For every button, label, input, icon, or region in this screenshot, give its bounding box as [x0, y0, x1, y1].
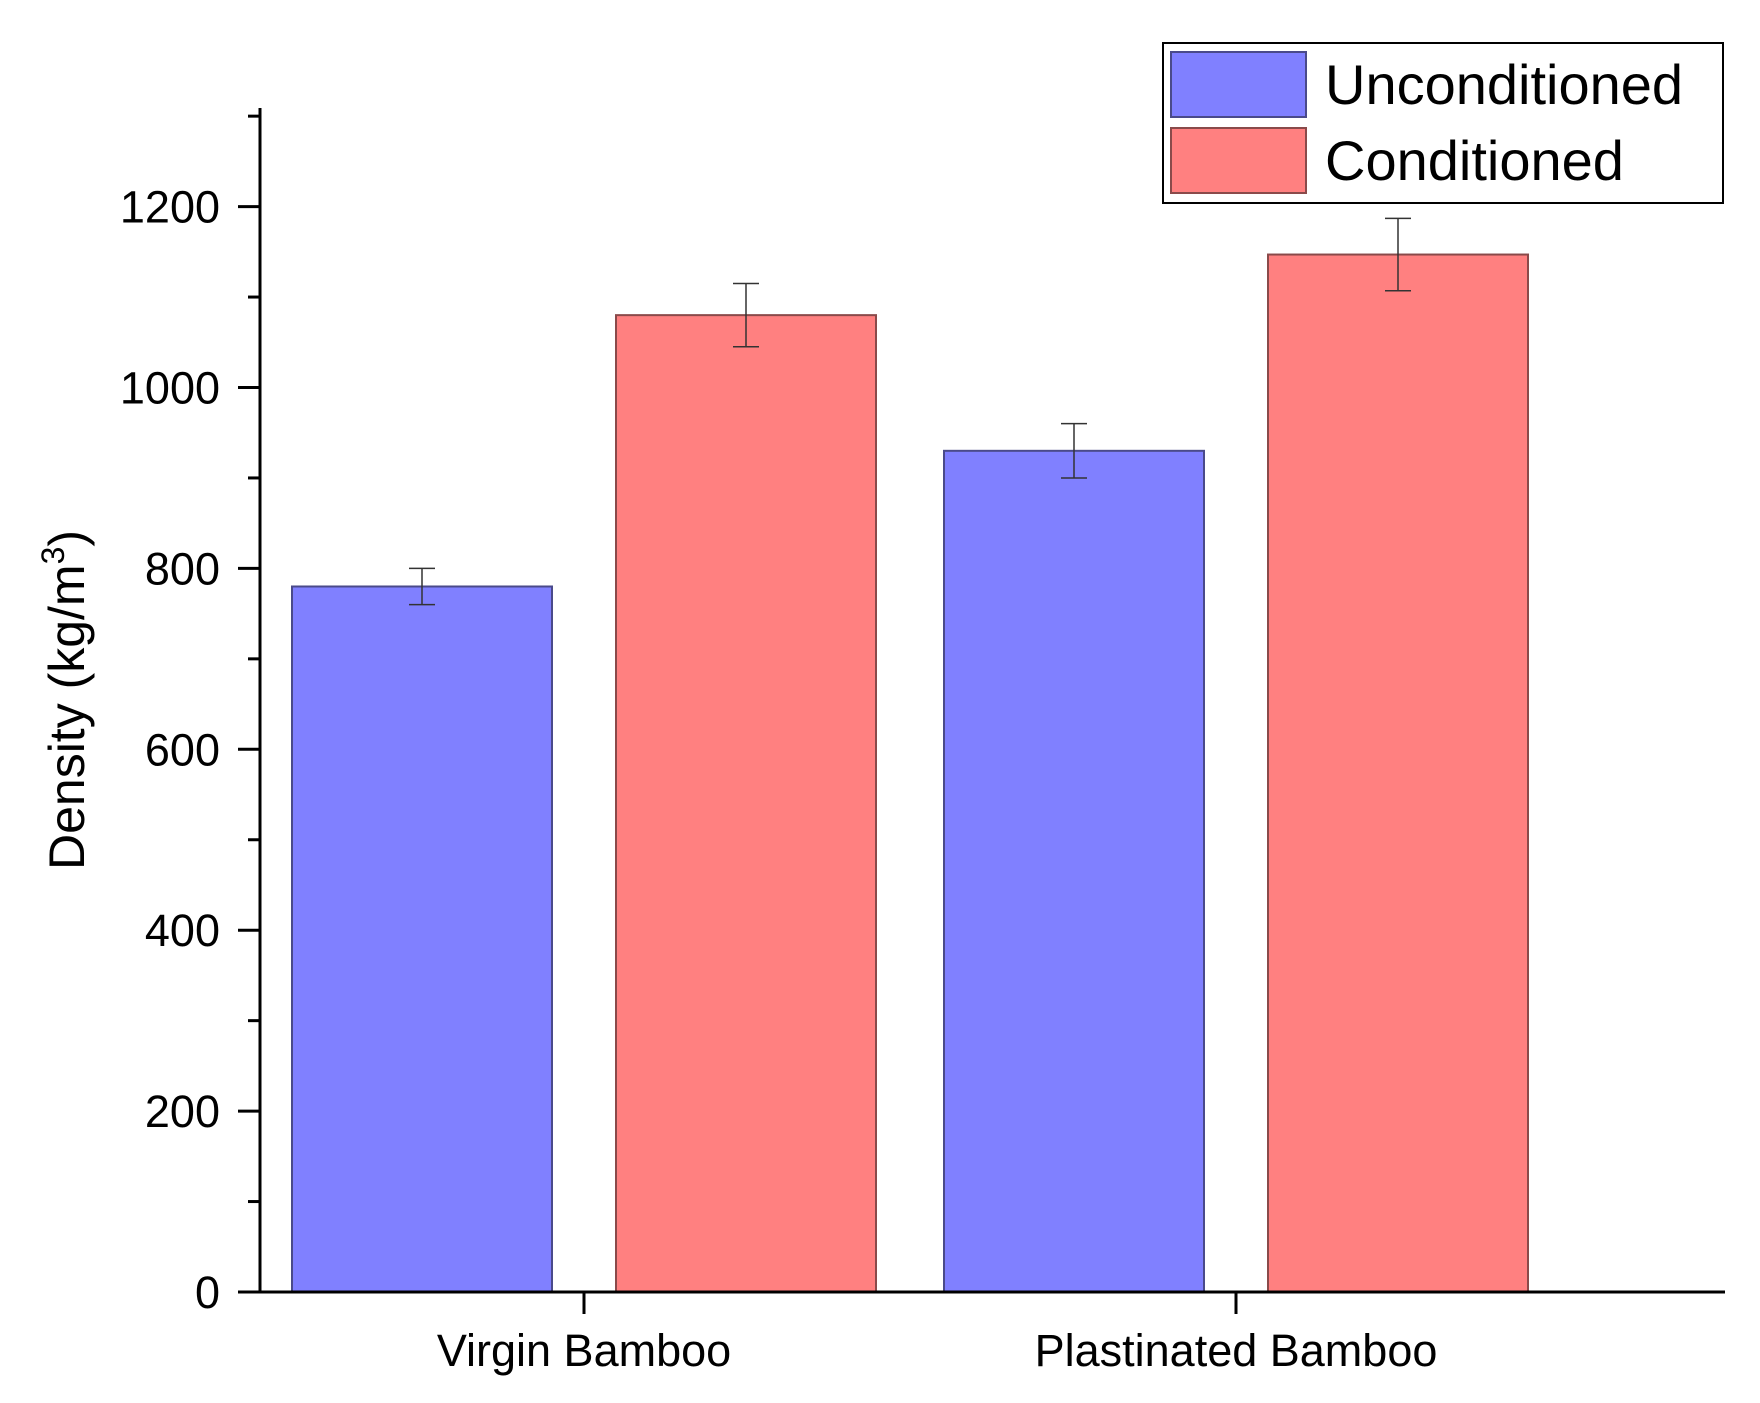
- bars-layer: [291, 253, 1529, 1294]
- y-axis-title: Density (kg/m3): [35, 530, 95, 870]
- axes-layer: [258, 108, 1725, 1294]
- y-ticks-layer: 0 200 400 600 800 1000 1200: [120, 114, 260, 1318]
- bar-conditioned-plastinated-bamboo: [1267, 253, 1529, 1294]
- bar-unconditioned-virgin-bamboo: [291, 585, 553, 1293]
- y-tick-label: 1200: [120, 182, 220, 233]
- x-category-label: Virgin Bamboo: [437, 1325, 731, 1376]
- legend-swatch-conditioned: [1170, 127, 1307, 194]
- error-bar-unconditioned-plastinated-bamboo: [1061, 422, 1087, 479]
- bar-conditioned-virgin-bamboo: [615, 314, 877, 1293]
- y-tick-label: 0: [195, 1267, 220, 1318]
- y-tick-label: 600: [145, 724, 220, 775]
- y-tick-label: 400: [145, 905, 220, 956]
- x-category-label: Plastinated Bamboo: [1035, 1325, 1438, 1376]
- y-tick-label: 800: [145, 543, 220, 594]
- legend-label-conditioned: Conditioned: [1325, 129, 1624, 192]
- y-tick-label: 1000: [120, 363, 220, 414]
- error-bars-layer: [409, 217, 1411, 606]
- bar-unconditioned-plastinated-bamboo: [943, 449, 1205, 1293]
- legend-label-unconditioned: Unconditioned: [1325, 53, 1683, 116]
- legend: Unconditioned Conditioned: [1162, 42, 1724, 204]
- error-bar-conditioned-plastinated-bamboo: [1385, 217, 1411, 292]
- legend-swatch-unconditioned: [1170, 51, 1307, 118]
- y-tick-label: 200: [145, 1086, 220, 1137]
- x-ticks-layer: Virgin Bamboo Plastinated Bamboo: [437, 1292, 1438, 1376]
- error-bar-unconditioned-virgin-bamboo: [409, 567, 435, 606]
- error-bar-conditioned-virgin-bamboo: [733, 282, 759, 348]
